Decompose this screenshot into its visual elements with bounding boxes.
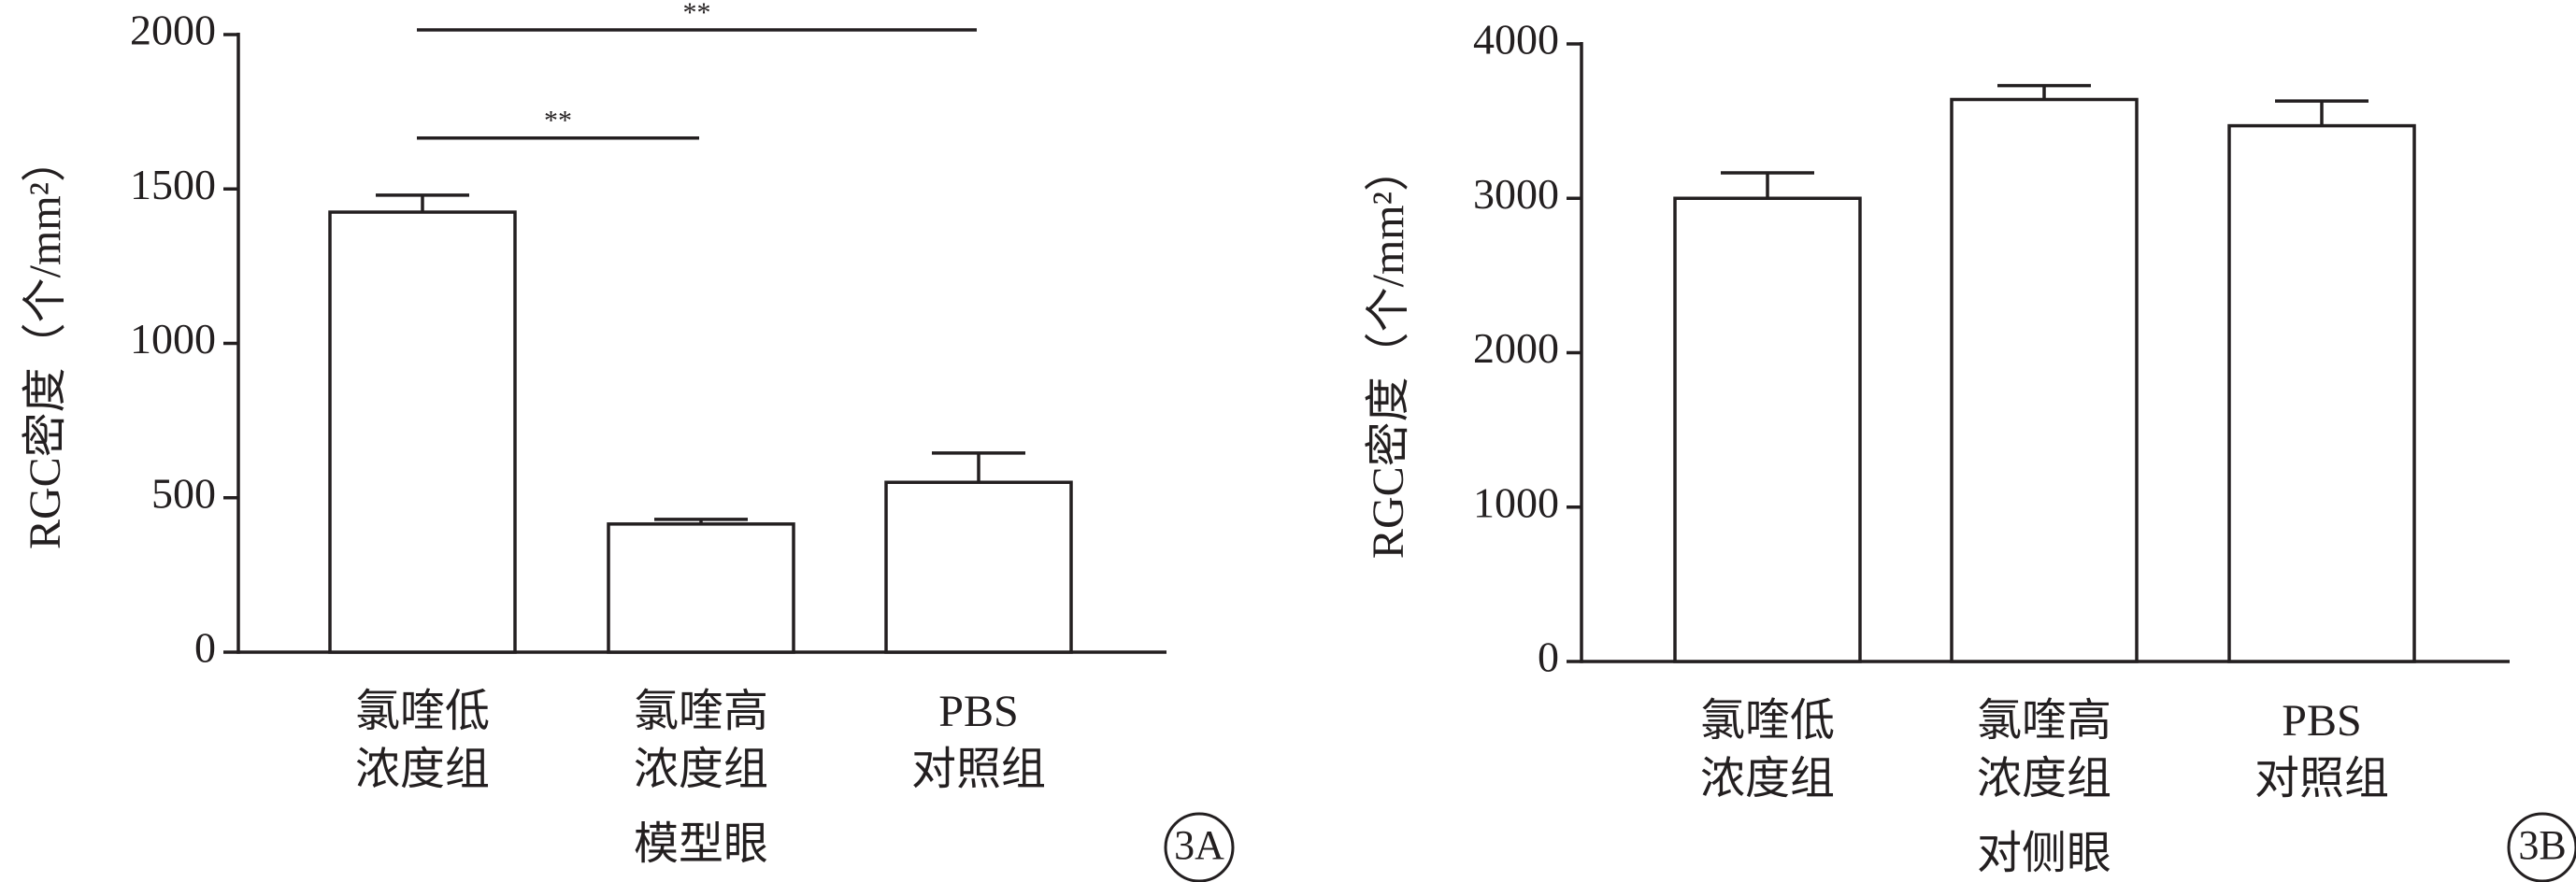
x-tick-label: 氯喹低 — [1700, 696, 1835, 746]
x-tick-label: 氯喹高 — [1977, 696, 2111, 746]
x-tick-label: 对照组 — [911, 745, 1046, 794]
x-tick-label: 对照组 — [2254, 754, 2389, 804]
y-tick-label: 0 — [1538, 633, 1559, 681]
x-tick-label: 氯喹高 — [634, 687, 768, 736]
bar — [2227, 123, 2416, 663]
panel-label: 3B — [2518, 822, 2566, 868]
panel-label: 3A — [1174, 822, 1224, 868]
y-tick-label: 0 — [194, 624, 216, 672]
x-axis-label: 模型眼 — [634, 819, 768, 869]
y-tick-label: 3000 — [1473, 170, 1559, 218]
y-tick-label: 500 — [151, 469, 216, 517]
bar — [328, 210, 517, 654]
x-tick-label: 浓度组 — [634, 745, 768, 794]
y-axis-label: RGC密度（个/mm²） — [21, 137, 70, 549]
significance-label: ** — [544, 106, 572, 136]
x-tick-label: 浓度组 — [355, 745, 490, 794]
bar — [884, 480, 1073, 654]
y-tick-label: 1000 — [130, 315, 216, 363]
x-tick-label: 浓度组 — [1700, 754, 1835, 804]
panel-circle — [2507, 812, 2576, 882]
y-tick-label: 2000 — [1473, 324, 1559, 372]
x-tick-label: 浓度组 — [1977, 754, 2111, 804]
bar — [607, 522, 795, 654]
y-tick-label: 1500 — [130, 161, 216, 208]
bar — [1950, 97, 2139, 663]
x-tick-label: PBS — [938, 687, 1018, 736]
x-tick-label: 氯喹低 — [355, 687, 490, 736]
y-tick-label: 1000 — [1473, 478, 1559, 526]
x-axis-label: 对侧眼 — [1977, 829, 2111, 878]
significance-label: ** — [683, 0, 711, 28]
panel-circle — [1164, 812, 1235, 882]
y-tick-label: 2000 — [130, 7, 216, 54]
bar — [1673, 196, 1862, 663]
y-tick-label: 4000 — [1473, 16, 1559, 64]
x-tick-label: PBS — [2282, 696, 2361, 746]
y-axis-label: RGC密度（个/mm²） — [1364, 147, 1413, 559]
